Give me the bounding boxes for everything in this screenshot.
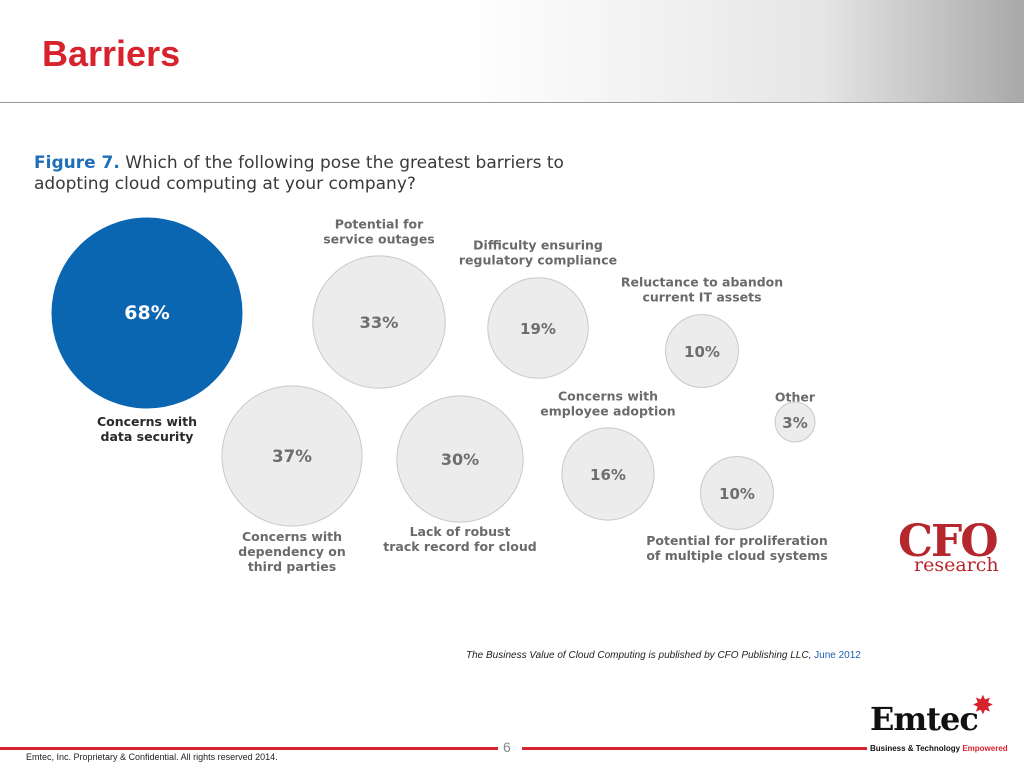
header-bar [0, 0, 1024, 102]
cfo-research-logo: CFO research [896, 516, 1006, 578]
copyright-notice: Emtec, Inc. Proprietary & Confidential. … [26, 752, 278, 762]
emtec-logo-text: Emtec [870, 700, 979, 738]
bubble-value-5: 16% [590, 466, 626, 484]
bubble-label-line: service outages [323, 232, 435, 247]
bubble-label-7: Potential for proliferation of multiple c… [646, 533, 828, 563]
bubble-label-line: track record for cloud [383, 539, 536, 554]
bubble-value-7: 10% [719, 485, 755, 503]
bubble-value-4: 19% [520, 320, 556, 338]
bubble-0 [51, 217, 243, 409]
bubble-label-line: Concerns with [242, 529, 342, 544]
bubble-label-2: Potential for service outages [323, 217, 435, 247]
bubble-label-line: Reluctance to abandon [621, 275, 783, 290]
bubble-label-1: Concerns with dependency on third parties [238, 529, 345, 574]
header-divider [0, 102, 1024, 103]
bubble-label-4: Difficulty ensuring regulatory compliance [459, 238, 617, 268]
bubble-label-line: Concerns with [97, 414, 197, 429]
bubble-value-8: 3% [782, 414, 807, 432]
bubble-label-line: third parties [248, 559, 336, 574]
bubble-value-1: 37% [272, 446, 312, 466]
footer-rule-right [522, 747, 867, 750]
bubble-label-line: regulatory compliance [459, 253, 617, 268]
bubble-label-6: Reluctance to abandon current IT assets [621, 275, 783, 305]
bubble-7 [700, 456, 774, 530]
bubble-label-0: Concerns with data security [97, 414, 197, 444]
tagline-main: Business & Technology [870, 744, 961, 753]
bubble-label-line: Potential for proliferation [646, 533, 828, 548]
bubble-1 [221, 385, 363, 527]
bubble-2 [312, 255, 446, 389]
bubble-label-3: Lack of robust track record for cloud [383, 524, 536, 554]
bubble-3 [396, 395, 524, 523]
bubble-5 [561, 427, 655, 521]
tagline-emphasis: Empowered [962, 744, 1008, 753]
bubble-4 [487, 277, 589, 379]
bubble-label-line: data security [101, 429, 194, 444]
starburst-icon: ✸ [972, 690, 994, 720]
figure-number: Figure 7. [34, 153, 120, 173]
bubble-value-0: 68% [124, 302, 169, 324]
research-logo-text: research [914, 554, 999, 576]
bubble-label-line: dependency on [238, 544, 345, 559]
figure-caption: Figure 7. Which of the following pose th… [34, 153, 594, 195]
bubble-label-line: Other [775, 390, 816, 405]
source-citation: The Business Value of Cloud Computing is… [466, 650, 861, 661]
bubble-6 [665, 314, 739, 388]
bubble-label-line: current IT assets [642, 290, 761, 305]
bubble-8 [774, 401, 816, 443]
figure-question: Which of the following pose the greatest… [34, 153, 564, 194]
slide-title: Barriers [42, 33, 181, 74]
bubble-label-line: Difficulty ensuring [473, 238, 603, 253]
cfo-logo-text: CFO [898, 516, 999, 567]
bubble-label-8: Other [775, 390, 816, 405]
bubble-label-line: Potential for [335, 217, 424, 232]
emtec-logo: Emtec ✸ Business & Technology Empowered [866, 690, 1016, 762]
bubble-label-line: Lack of robust [410, 524, 511, 539]
emtec-tagline: Business & Technology Empowered [870, 744, 1008, 753]
bubble-label-line: of multiple cloud systems [646, 548, 827, 563]
source-date: June 2012 [814, 650, 861, 661]
bubble-value-3: 30% [441, 450, 479, 469]
page-number: 6 [503, 739, 511, 755]
bubble-label-line: employee adoption [540, 404, 675, 419]
footer-rule-left [0, 747, 498, 750]
bubble-label-5: Concerns with employee adoption [540, 389, 675, 419]
bubble-value-6: 10% [684, 343, 720, 361]
bubble-label-line: Concerns with [558, 389, 658, 404]
bubble-value-2: 33% [360, 313, 399, 332]
source-text: The Business Value of Cloud Computing is… [466, 650, 812, 661]
